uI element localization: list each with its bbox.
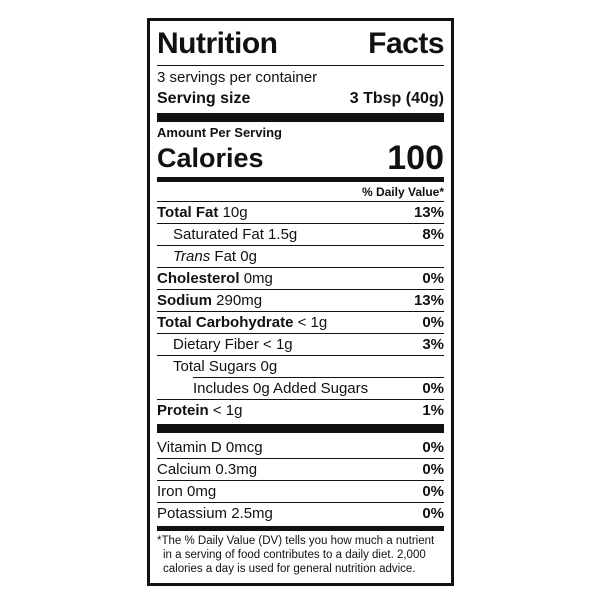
nutrient-row: Cholesterol 0mg 0% xyxy=(157,267,444,289)
micronutrient-row: Potassium 2.5mg 0% xyxy=(157,502,444,524)
nutrient-text: 290mg xyxy=(216,292,263,309)
footnote-marker: * xyxy=(157,535,162,547)
nutrient-text: < 1g xyxy=(297,314,328,331)
calories-row: Calories 100 xyxy=(157,141,444,175)
footnote: *The % Daily Value (DV) tells you how mu… xyxy=(157,534,444,576)
micronutrient-dv: 0% xyxy=(422,461,444,478)
micronutrient-text: Potassium 2.5mg xyxy=(157,505,273,522)
nutrient-text: Dietary Fiber < 1g xyxy=(173,336,293,353)
nutrient-dv: 0% xyxy=(422,314,444,331)
nutrient-name-italic: Trans xyxy=(173,248,211,265)
micronutrient-dv: 0% xyxy=(422,483,444,500)
serving-size-row: Serving size 3 Tbsp (40g) xyxy=(157,88,444,110)
divider xyxy=(157,65,444,66)
nutrient-dv: 13% xyxy=(413,292,444,309)
serving-size-label: Serving size xyxy=(157,90,251,107)
nutrient-dv: 13% xyxy=(413,204,444,221)
micronutrient-row: Vitamin D 0mcg 0% xyxy=(157,436,444,458)
serving-size-value: 3 Tbsp (40g) xyxy=(349,90,444,107)
nutrient-text: Saturated Fat 1.5g xyxy=(173,226,298,243)
nutrient-dv: 8% xyxy=(422,226,444,243)
nutrient-row: Includes 0g Added Sugars 0% xyxy=(157,377,444,399)
amount-per-serving-label: Amount Per Serving xyxy=(157,125,282,140)
daily-value-header: % Daily Value* xyxy=(361,185,444,199)
medium-bar xyxy=(157,526,444,531)
nutrient-text: Fat 0g xyxy=(214,248,257,265)
micronutrient-dv: 0% xyxy=(422,505,444,522)
calories-value: 100 xyxy=(387,139,444,177)
servings-per-container-text: 3 servings per container xyxy=(157,69,318,86)
nutrient-dv: 1% xyxy=(422,402,444,419)
nutrition-label: Nutrition Facts 3 servings per container… xyxy=(147,18,454,586)
nutrient-row: Total Fat 10g 13% xyxy=(157,201,444,223)
nutrient-name-bold: Total Fat xyxy=(157,204,219,221)
nutrient-row: Dietary Fiber < 1g 3% xyxy=(157,333,444,355)
footnote-text: The % Daily Value (DV) tells you how muc… xyxy=(161,535,435,575)
nutrient-name-bold: Protein xyxy=(157,402,209,419)
label-title: Nutrition Facts xyxy=(157,27,445,60)
micronutrient-row: Calcium 0.3mg 0% xyxy=(157,458,444,480)
nutrient-row: Trans Fat 0g xyxy=(157,245,444,267)
nutrient-text: Includes 0g Added Sugars xyxy=(193,380,369,397)
micronutrient-text: Vitamin D 0mcg xyxy=(157,439,263,456)
nutrient-dv: 3% xyxy=(422,336,444,353)
nutrient-dv: 0% xyxy=(422,380,444,397)
micronutrient-text: Calcium 0.3mg xyxy=(157,461,258,478)
thick-bar xyxy=(157,424,444,433)
micronutrient-dv: 0% xyxy=(422,439,444,456)
nutrient-name-bold: Total Carbohydrate xyxy=(157,314,294,331)
nutrient-name-bold: Sodium xyxy=(157,292,212,309)
nutrient-text: 10g xyxy=(222,204,248,221)
nutrient-text: Total Sugars 0g xyxy=(173,358,278,375)
nutrient-dv: 0% xyxy=(422,270,444,287)
micronutrient-text: Iron 0mg xyxy=(157,483,217,500)
nutrient-row: Total Carbohydrate < 1g 0% xyxy=(157,311,444,333)
nutrient-row: Saturated Fat 1.5g 8% xyxy=(157,223,444,245)
calories-label: Calories xyxy=(157,143,264,173)
nutrient-row: Total Sugars 0g xyxy=(157,355,444,377)
nutrient-text: < 1g xyxy=(212,402,243,419)
thick-bar xyxy=(157,113,444,122)
nutrient-row: Sodium 290mg 13% xyxy=(157,289,444,311)
micronutrient-row: Iron 0mg 0% xyxy=(157,480,444,502)
nutrient-row: Protein < 1g 1% xyxy=(157,399,444,421)
nutrient-name-bold: Cholesterol xyxy=(157,270,240,287)
medium-bar xyxy=(157,177,444,182)
nutrient-text: 0mg xyxy=(243,270,273,287)
